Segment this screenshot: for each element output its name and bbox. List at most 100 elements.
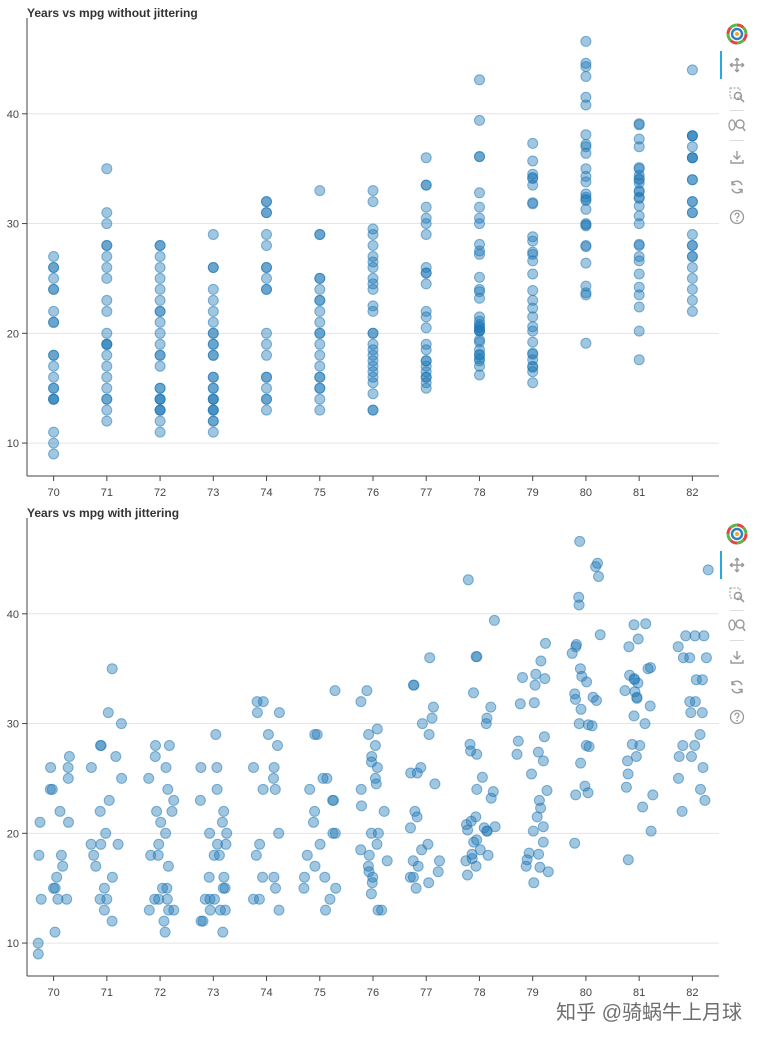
data-point[interactable] xyxy=(154,393,166,405)
data-point[interactable] xyxy=(488,614,500,626)
data-point[interactable] xyxy=(101,327,113,339)
data-point[interactable] xyxy=(569,837,581,849)
data-point[interactable] xyxy=(314,371,326,383)
data-point[interactable] xyxy=(644,700,656,712)
data-point[interactable] xyxy=(686,294,698,306)
data-point[interactable] xyxy=(474,283,485,295)
data-point[interactable] xyxy=(149,893,161,905)
data-point[interactable] xyxy=(575,757,587,769)
data-point[interactable] xyxy=(633,133,645,145)
data-point[interactable] xyxy=(98,882,110,894)
data-point[interactable] xyxy=(261,393,272,405)
data-point[interactable] xyxy=(155,816,167,828)
data-point[interactable] xyxy=(527,347,539,359)
bokeh-logo-icon[interactable] xyxy=(720,22,754,46)
data-point[interactable] xyxy=(154,305,166,317)
data-point[interactable] xyxy=(154,251,166,262)
data-point[interactable] xyxy=(474,271,485,283)
data-point[interactable] xyxy=(573,599,585,611)
data-point[interactable] xyxy=(214,904,226,916)
data-point[interactable] xyxy=(474,74,485,86)
data-point[interactable] xyxy=(94,805,106,817)
data-point[interactable] xyxy=(163,904,175,916)
data-point[interactable] xyxy=(261,382,272,394)
data-point[interactable] xyxy=(151,805,163,817)
data-point[interactable] xyxy=(248,762,259,773)
data-point[interactable] xyxy=(207,327,219,339)
data-point[interactable] xyxy=(686,229,698,240)
data-point[interactable] xyxy=(371,838,383,850)
data-point[interactable] xyxy=(154,316,166,328)
data-point[interactable] xyxy=(48,305,60,317)
data-point[interactable] xyxy=(689,630,701,642)
data-point[interactable] xyxy=(85,762,97,773)
data-point[interactable] xyxy=(216,816,228,828)
data-point[interactable] xyxy=(474,151,485,163)
data-point[interactable] xyxy=(673,772,684,784)
data-point[interactable] xyxy=(527,336,539,348)
data-point[interactable] xyxy=(49,926,61,938)
data-point[interactable] xyxy=(367,388,379,400)
data-point[interactable] xyxy=(110,751,122,762)
data-point[interactable] xyxy=(327,827,339,839)
data-point[interactable] xyxy=(314,327,326,339)
data-point[interactable] xyxy=(532,746,544,758)
data-point[interactable] xyxy=(204,893,216,905)
data-point[interactable] xyxy=(207,382,219,394)
data-point[interactable] xyxy=(405,822,416,834)
data-point[interactable] xyxy=(330,882,342,894)
bokeh-logo-icon[interactable] xyxy=(720,522,754,546)
data-point[interactable] xyxy=(207,415,219,427)
data-point[interactable] xyxy=(261,229,272,240)
scatter-plot-without-jitter[interactable]: 10 20 30 40 70 71 72 73 74 75 76 77 78 79 80 81 82 xyxy=(0,0,720,500)
data-point[interactable] xyxy=(471,783,483,795)
data-point[interactable] xyxy=(628,710,640,722)
data-point[interactable] xyxy=(580,257,592,269)
data-point[interactable] xyxy=(700,652,712,664)
data-point[interactable] xyxy=(367,272,379,284)
data-point[interactable] xyxy=(211,783,223,795)
data-point[interactable] xyxy=(686,251,698,262)
data-point[interactable] xyxy=(537,821,549,833)
data-point[interactable] xyxy=(538,731,550,743)
data-point[interactable] xyxy=(672,641,684,653)
data-point[interactable] xyxy=(102,707,114,719)
data-point[interactable] xyxy=(686,272,698,284)
data-point[interactable] xyxy=(533,848,545,860)
data-point[interactable] xyxy=(154,382,166,394)
data-point[interactable] xyxy=(203,871,215,883)
data-point[interactable] xyxy=(298,882,310,894)
data-point[interactable] xyxy=(470,811,482,823)
data-point[interactable] xyxy=(152,849,164,861)
data-point[interactable] xyxy=(150,740,161,751)
data-point[interactable] xyxy=(101,218,113,230)
data-point[interactable] xyxy=(163,740,175,751)
data-point[interactable] xyxy=(527,377,539,389)
data-point[interactable] xyxy=(639,718,651,730)
data-point[interactable] xyxy=(527,172,539,183)
data-point[interactable] xyxy=(527,231,539,243)
data-point[interactable] xyxy=(329,827,341,839)
data-point[interactable] xyxy=(251,696,263,708)
scatter-plot-with-jitter[interactable]: 10 20 30 40 70 71 72 73 74 75 76 77 78 79 80 81 82 xyxy=(0,500,720,1000)
data-point[interactable] xyxy=(366,877,378,889)
data-point[interactable] xyxy=(207,305,219,317)
data-point[interactable] xyxy=(647,789,659,801)
data-point[interactable] xyxy=(212,838,223,850)
data-point[interactable] xyxy=(474,187,485,199)
data-point[interactable] xyxy=(580,740,592,751)
data-point[interactable] xyxy=(580,35,592,47)
data-point[interactable] xyxy=(527,302,539,314)
data-point[interactable] xyxy=(523,847,535,859)
data-point[interactable] xyxy=(645,825,657,837)
data-point[interactable] xyxy=(378,805,390,817)
data-point[interactable] xyxy=(314,404,326,416)
data-point[interactable] xyxy=(268,772,279,784)
data-point[interactable] xyxy=(628,619,640,631)
data-point[interactable] xyxy=(529,679,541,691)
data-point[interactable] xyxy=(207,393,219,405)
data-point[interactable] xyxy=(423,729,435,740)
data-point[interactable] xyxy=(317,772,329,784)
data-point[interactable] xyxy=(324,893,336,905)
data-point[interactable] xyxy=(526,768,537,780)
